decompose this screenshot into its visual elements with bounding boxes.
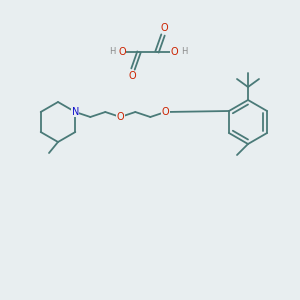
Text: H: H xyxy=(109,47,115,56)
Text: H: H xyxy=(181,47,187,56)
Text: O: O xyxy=(161,107,169,117)
Text: O: O xyxy=(170,47,178,57)
Text: N: N xyxy=(72,107,79,117)
Text: O: O xyxy=(128,71,136,81)
Text: O: O xyxy=(160,23,168,33)
Text: O: O xyxy=(118,47,126,57)
Text: O: O xyxy=(116,112,124,122)
